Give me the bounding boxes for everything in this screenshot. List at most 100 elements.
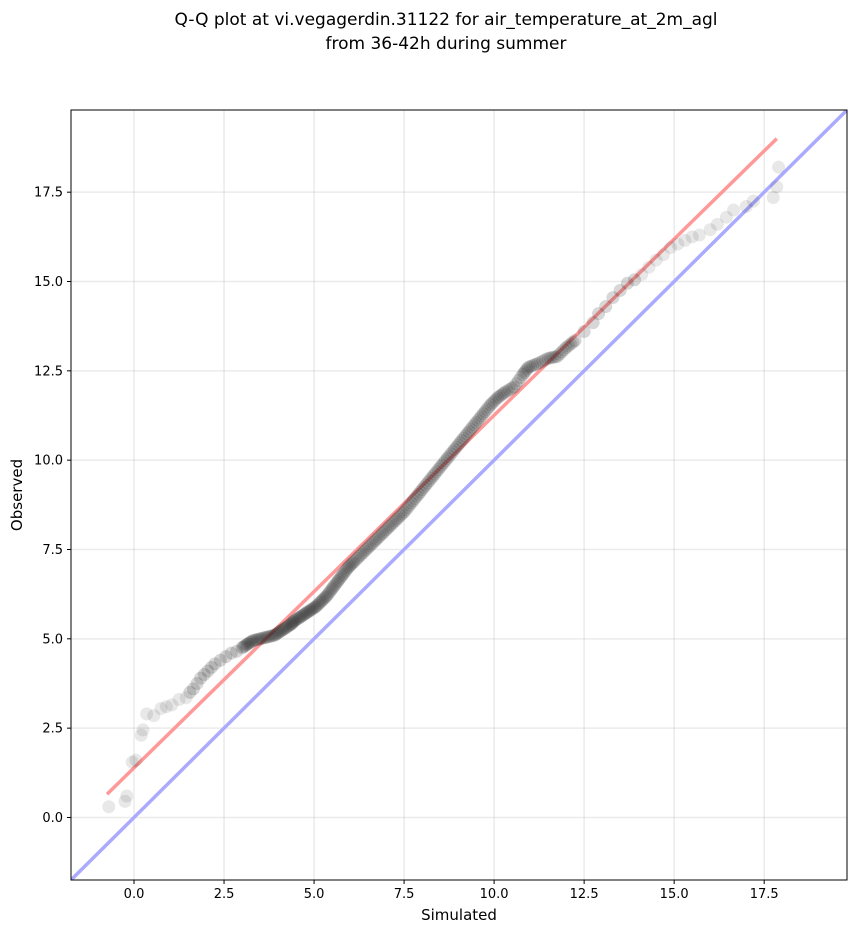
data-point [487,394,501,408]
data-point [404,496,418,510]
data-point [348,553,362,567]
data-point [236,640,250,654]
x-tick-label: 5.0 [304,887,325,902]
data-point [397,505,411,519]
data-point [419,478,433,492]
data-point [379,523,393,537]
data-point [620,276,634,290]
data-point [276,623,290,637]
data-point [440,451,454,465]
data-point [496,387,510,401]
data-point [303,603,317,617]
data-point [649,253,663,267]
data-points [102,160,786,814]
data-point [159,700,173,714]
data-point [179,691,193,705]
data-point [447,442,461,456]
data-point [375,526,389,540]
data-point [457,431,471,445]
data-point [485,396,499,410]
data-point [359,542,373,556]
data-point [345,556,359,570]
data-point [299,606,313,620]
data-point [559,341,573,355]
data-point [309,600,323,614]
data-point [274,624,288,638]
data-point [635,267,649,281]
data-point [491,391,505,405]
data-point [344,558,358,572]
data-point [253,632,267,646]
data-point [473,411,487,425]
data-point [464,422,478,436]
data-point [308,601,322,615]
data-point [502,383,516,397]
data-point [377,525,391,539]
x-tick-label: 2.5 [214,887,235,902]
data-point [272,626,286,640]
data-point [165,698,179,712]
data-point [388,514,402,528]
data-point [297,608,311,622]
data-point [494,388,508,402]
data-point [224,646,238,660]
data-point [489,392,503,406]
data-point [262,630,276,644]
data-point [340,562,354,576]
data-point [242,636,256,650]
data-point [471,413,485,427]
data-point [451,438,465,452]
data-point [628,273,642,287]
data-point [289,613,303,627]
data-point [422,474,436,488]
data-point [386,516,400,530]
y-tick-label: 12.5 [34,364,63,379]
data-point [719,210,733,224]
data-point [140,707,154,721]
data-point [526,358,540,372]
y-tick-label: 2.5 [42,722,63,737]
y-axis-label: Observed [8,459,26,531]
data-point [248,633,262,647]
data-point [566,335,580,349]
x-tick-label: 12.5 [570,887,599,902]
data-point [524,359,538,373]
data-point [267,628,281,642]
data-point [183,685,197,699]
data-point [357,544,371,558]
chart-subtitle: from 36-42h during summer [325,34,567,54]
data-point [258,630,272,644]
data-point [324,584,338,598]
fit-line [105,137,779,796]
data-point [136,723,150,737]
data-point [368,534,382,548]
data-point [428,467,442,481]
data-point [429,465,443,479]
data-point [444,447,458,461]
data-point [285,617,299,631]
data-point [480,402,494,416]
data-point [337,566,351,580]
data-point [266,629,280,643]
data-point [739,199,753,213]
data-point [511,374,525,388]
data-point [478,404,492,418]
x-tick-label: 15.0 [660,887,689,902]
data-point [190,676,204,690]
data-point [442,449,456,463]
data-point [568,333,582,347]
data-point [374,528,388,542]
data-point [402,498,416,512]
data-point [519,364,533,378]
data-point [671,237,685,251]
data-point [469,416,483,430]
x-tick-label: 7.5 [394,887,415,902]
data-point [240,637,254,651]
reference-lines [71,110,847,880]
data-point [277,622,291,636]
data-point [246,634,260,648]
data-point [772,160,786,174]
data-point [154,701,168,715]
data-point [282,618,296,632]
